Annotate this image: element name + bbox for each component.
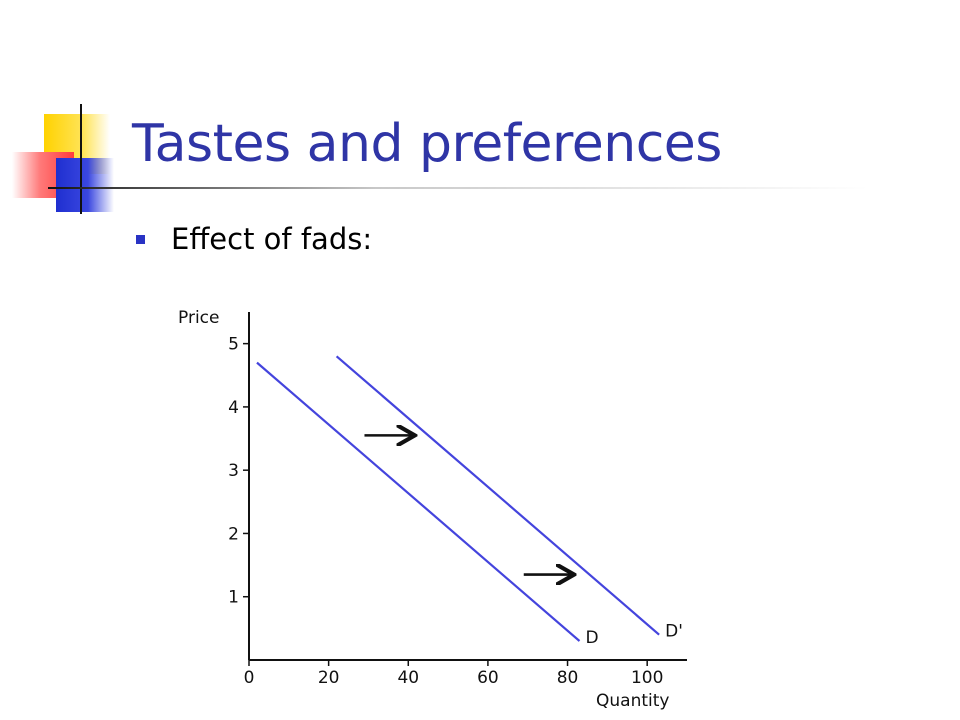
series-line-d-prime (335, 355, 660, 636)
y-axis-label: Price (178, 308, 219, 328)
x-tick-label: 0 (244, 668, 255, 688)
x-tick-label: 80 (557, 668, 579, 688)
y-tick-label: 5 (228, 335, 239, 355)
x-tick-label: 40 (397, 668, 419, 688)
title-underline (48, 187, 868, 189)
series-label: D' (665, 622, 683, 642)
x-tick-label: 60 (477, 668, 499, 688)
x-tick-label: 100 (631, 668, 663, 688)
x-axis-label: Quantity (596, 691, 669, 711)
chart-series: D D' (256, 355, 683, 648)
logo-blue-square (56, 158, 114, 212)
chart-ticks: 0 20 40 60 80 100 1 2 3 4 5 (228, 335, 663, 688)
page-title: Tastes and preferences (132, 114, 722, 174)
corner-logo (0, 0, 140, 220)
y-tick-label: 1 (228, 588, 239, 608)
chart-axes (248, 312, 687, 661)
demand-shift-chart: 0 20 40 60 80 100 1 2 3 4 5 D D' Price Quantity (178, 308, 687, 711)
series-label: D (585, 628, 598, 648)
logo-vertical-line (80, 104, 82, 214)
x-tick-label: 20 (318, 668, 340, 688)
y-tick-label: 2 (228, 524, 239, 544)
bullet-text: Effect of fads: (171, 222, 373, 256)
series-line-d (256, 361, 581, 642)
y-tick-label: 4 (228, 398, 239, 418)
y-tick-label: 3 (228, 461, 239, 481)
chart-annotations (364, 435, 571, 574)
bullet-square-icon (136, 234, 145, 244)
bullet-item: Effect of fads: (136, 222, 372, 256)
